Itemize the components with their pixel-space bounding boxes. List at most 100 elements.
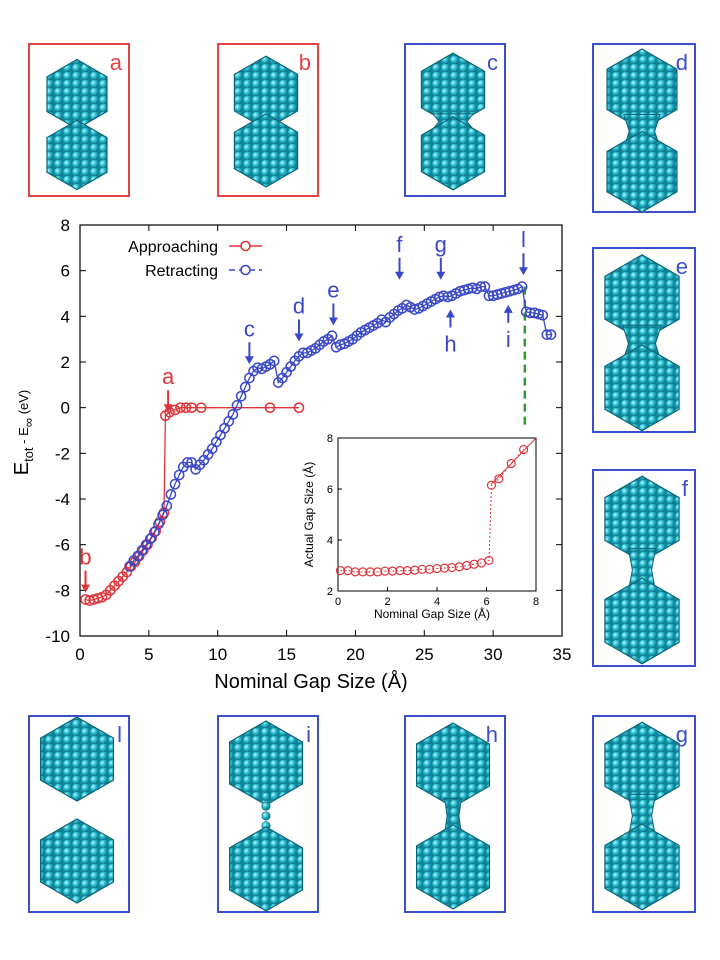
arrow-head xyxy=(503,304,513,313)
arrow-label-i: i xyxy=(506,327,511,352)
panel-label-b: b xyxy=(299,50,311,75)
data-point xyxy=(475,281,487,292)
data-point xyxy=(182,457,193,468)
inset-x-tick-label: 4 xyxy=(434,596,440,608)
inset-y-axis-label: Actual Gap Size (Å) xyxy=(301,462,316,567)
nanoparticle-cluster xyxy=(416,824,490,910)
snapshot-panel-d: d xyxy=(592,43,696,213)
arrow-label-b: b xyxy=(79,545,91,570)
y-tick-label: -4 xyxy=(55,490,70,509)
x-tick-label: 35 xyxy=(553,645,572,664)
data-point xyxy=(479,281,491,292)
inset-x-tick-label: 2 xyxy=(384,596,390,608)
nanoparticle-cluster xyxy=(233,113,299,188)
panel-label-g: g xyxy=(676,722,688,747)
data-point xyxy=(264,402,276,414)
arrow-head xyxy=(244,356,254,365)
legend-marker-retracting xyxy=(240,264,251,276)
arrow-label-e: e xyxy=(327,277,339,302)
data-point xyxy=(169,478,181,490)
data-point xyxy=(180,402,192,414)
y-tick-label: 2 xyxy=(61,353,70,372)
arrow-label-h: h xyxy=(444,331,456,356)
inset-y-tick-label: 8 xyxy=(327,433,333,445)
arrow-i: i xyxy=(503,304,513,352)
data-point xyxy=(169,404,181,416)
arrow-c: c xyxy=(244,316,255,365)
data-point xyxy=(157,509,168,521)
data-point xyxy=(252,362,264,374)
x-tick-label: 20 xyxy=(346,645,365,664)
nanoparticle-cluster xyxy=(40,716,114,802)
data-point xyxy=(545,329,557,340)
arrow-label-c: c xyxy=(244,316,255,341)
inset-data-point xyxy=(506,458,516,469)
inset-background xyxy=(308,428,546,623)
y-tick-label: -8 xyxy=(55,581,70,600)
panel-label-a: a xyxy=(110,50,123,75)
y-tick-label: -2 xyxy=(55,444,70,463)
y-tick-label: -6 xyxy=(55,536,70,555)
data-point xyxy=(161,500,173,512)
arrow-head xyxy=(328,317,338,326)
arrow-d: d xyxy=(293,293,305,342)
panel-label-h: h xyxy=(486,722,498,747)
arrow-head xyxy=(163,404,173,413)
panel-label-c: c xyxy=(487,50,498,75)
snapshot-panel-a: a xyxy=(28,43,130,197)
data-point xyxy=(150,525,162,537)
snapshot-panel-l: l xyxy=(28,715,130,913)
snapshot-panel-e: e xyxy=(592,247,696,433)
data-point xyxy=(326,330,338,342)
data-point xyxy=(231,400,243,411)
series-line-approaching xyxy=(85,407,299,602)
inset-x-tick-label: 8 xyxy=(533,596,539,608)
x-tick-label: 30 xyxy=(484,645,503,664)
inset-x-axis-label: Nominal Gap Size (Å) xyxy=(374,606,490,621)
nanoparticle-cluster xyxy=(604,577,680,665)
snapshot-panel-i: i xyxy=(217,715,319,913)
snapshot-panel-c: c xyxy=(404,43,506,197)
arrow-g: g xyxy=(435,232,447,280)
panel-label-e: e xyxy=(676,254,688,279)
x-axis-label: Nominal Gap Size (Å) xyxy=(214,670,407,693)
inset-data-point xyxy=(486,480,497,490)
panel-label-d: d xyxy=(676,50,688,75)
data-point xyxy=(516,281,528,292)
data-point xyxy=(158,507,170,519)
nanoparticle-cluster xyxy=(606,130,678,213)
data-point xyxy=(541,329,553,340)
data-point xyxy=(463,283,474,295)
nanoparticle-cluster xyxy=(229,826,303,912)
data-point xyxy=(227,409,239,420)
arrow-head xyxy=(518,267,528,276)
data-point xyxy=(235,390,247,402)
snapshot-panel-f: f xyxy=(592,469,696,667)
legend-marker-approaching xyxy=(240,240,251,252)
data-point xyxy=(520,306,532,318)
y-tick-label: 6 xyxy=(61,262,70,281)
x-tick-label: 0 xyxy=(75,645,84,664)
inset-y-tick-label: 2 xyxy=(327,586,333,598)
chain-atom xyxy=(261,811,271,821)
data-point xyxy=(239,381,251,393)
arrow-label-d: d xyxy=(293,293,305,318)
y-tick-label: -10 xyxy=(45,627,70,646)
snapshot-panel-h: h xyxy=(404,715,506,913)
arrow-head xyxy=(294,333,304,342)
x-tick-label: 15 xyxy=(277,645,296,664)
inset-y-tick-label: 6 xyxy=(327,484,333,496)
inset-data-point xyxy=(519,444,529,455)
data-point xyxy=(175,402,186,414)
data-point xyxy=(434,291,445,303)
arrow-head xyxy=(394,271,404,280)
data-point xyxy=(153,518,164,530)
series-approaching xyxy=(80,402,305,606)
arrow-head xyxy=(445,309,455,318)
nanoparticle-cluster xyxy=(604,823,680,911)
y-tick-label: 0 xyxy=(61,399,70,418)
nanoparticle-cluster xyxy=(420,116,486,191)
